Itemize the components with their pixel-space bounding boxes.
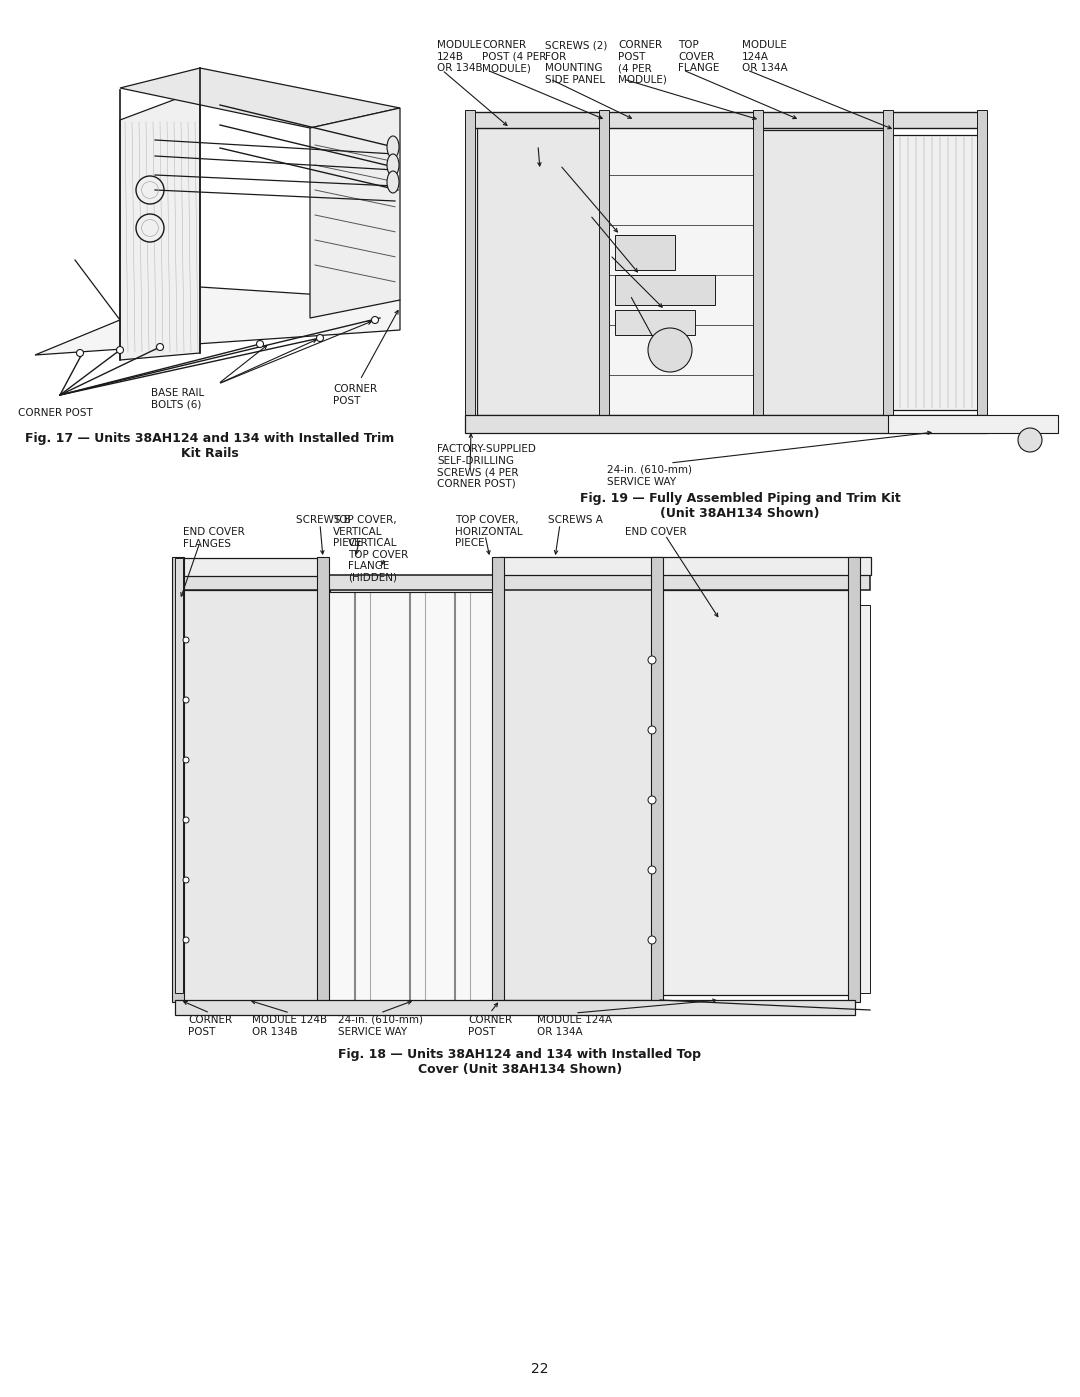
Bar — [855, 605, 870, 993]
Text: FACTORY-SUPPLIED
SELF-DRILLING
SCREWS (4 PER
CORNER POST): FACTORY-SUPPLIED SELF-DRILLING SCREWS (4… — [437, 444, 536, 489]
Bar — [325, 580, 500, 1004]
Circle shape — [183, 757, 189, 763]
Circle shape — [136, 176, 164, 204]
Text: Fig. 19 — Fully Assembled Piping and Trim Kit: Fig. 19 — Fully Assembled Piping and Tri… — [580, 492, 901, 504]
Bar — [753, 110, 762, 416]
Circle shape — [183, 937, 189, 943]
Polygon shape — [310, 108, 400, 319]
Circle shape — [117, 346, 123, 353]
Bar — [477, 124, 607, 415]
Bar — [318, 557, 329, 1002]
Text: CORNER POST: CORNER POST — [18, 408, 93, 418]
Circle shape — [257, 341, 264, 348]
Polygon shape — [35, 286, 400, 355]
Text: BASE RAIL
BOLTS (6): BASE RAIL BOLTS (6) — [151, 388, 204, 409]
Circle shape — [648, 866, 656, 875]
Bar — [499, 557, 870, 576]
Text: END COVER
FLANGES: END COVER FLANGES — [183, 527, 245, 549]
Polygon shape — [120, 68, 400, 129]
Bar — [470, 112, 985, 129]
Text: 22: 22 — [531, 1362, 549, 1376]
Bar — [615, 235, 675, 270]
Text: VERTICAL
TOP COVER
FLANGE
(HIDDEN): VERTICAL TOP COVER FLANGE (HIDDEN) — [348, 538, 408, 583]
Polygon shape — [120, 89, 200, 360]
Bar — [180, 590, 325, 1004]
Circle shape — [183, 697, 189, 703]
Text: SCREWS B: SCREWS B — [296, 515, 351, 525]
Bar — [651, 557, 663, 1002]
Text: 24-in. (610-mm)
SERVICE WAY: 24-in. (610-mm) SERVICE WAY — [337, 1016, 422, 1037]
Text: Cover (Unit 38AH134 Shown): Cover (Unit 38AH134 Shown) — [418, 1063, 622, 1076]
Bar — [599, 110, 609, 416]
Text: CORNER
POST: CORNER POST — [468, 1016, 512, 1037]
Circle shape — [183, 637, 189, 643]
Bar — [892, 136, 982, 409]
Text: MODULE 124B
OR 134B: MODULE 124B OR 134B — [253, 1016, 327, 1037]
Bar — [492, 557, 504, 1002]
Bar — [175, 557, 183, 993]
Text: CORNER
POST
(4 PER
MODULE): CORNER POST (4 PER MODULE) — [618, 41, 666, 85]
Bar — [465, 415, 987, 433]
Circle shape — [648, 726, 656, 733]
Circle shape — [316, 334, 324, 341]
Text: (Unit 38AH134 Shown): (Unit 38AH134 Shown) — [660, 507, 820, 520]
Text: SCREWS (2)
FOR
MOUNTING
SIDE PANEL: SCREWS (2) FOR MOUNTING SIDE PANEL — [545, 41, 607, 85]
Bar — [883, 110, 893, 416]
Text: TOP COVER,
VERTICAL
PIECE: TOP COVER, VERTICAL PIECE — [333, 515, 396, 548]
Circle shape — [648, 328, 692, 372]
Circle shape — [77, 349, 83, 356]
Bar — [175, 576, 870, 590]
Bar — [465, 110, 475, 416]
Ellipse shape — [387, 154, 399, 176]
Ellipse shape — [387, 170, 399, 193]
Bar — [330, 580, 495, 592]
Circle shape — [157, 344, 163, 351]
Circle shape — [136, 214, 164, 242]
Circle shape — [648, 796, 656, 805]
Bar — [977, 110, 987, 416]
Bar — [178, 557, 326, 576]
Bar — [660, 590, 855, 995]
Circle shape — [372, 317, 378, 324]
Bar — [175, 1000, 855, 1016]
Text: CORNER
POST: CORNER POST — [333, 384, 377, 405]
Text: TOP
COVER
FLANGE: TOP COVER FLANGE — [678, 41, 719, 73]
Bar — [615, 275, 715, 305]
Bar — [762, 130, 892, 415]
Text: CORNER
POST (4 PER
MODULE): CORNER POST (4 PER MODULE) — [482, 41, 546, 73]
Ellipse shape — [387, 136, 399, 158]
Text: Fig. 17 — Units 38AH124 and 134 with Installed Trim: Fig. 17 — Units 38AH124 and 134 with Ins… — [25, 432, 394, 446]
Circle shape — [1018, 427, 1042, 453]
Circle shape — [648, 657, 656, 664]
Text: Fig. 18 — Units 38AH124 and 134 with Installed Top: Fig. 18 — Units 38AH124 and 134 with Ins… — [338, 1048, 702, 1060]
Text: MODULE 124A
OR 134A: MODULE 124A OR 134A — [538, 1016, 612, 1037]
Circle shape — [648, 936, 656, 944]
Bar — [172, 557, 184, 1002]
Text: END COVER: END COVER — [625, 527, 687, 536]
Bar — [848, 557, 860, 1002]
Bar — [500, 585, 660, 1000]
Text: TOP COVER,
HORIZONTAL
PIECE: TOP COVER, HORIZONTAL PIECE — [455, 515, 523, 548]
Text: SCREWS A: SCREWS A — [548, 515, 603, 525]
Text: MODULE
124B
OR 134B: MODULE 124B OR 134B — [437, 41, 483, 73]
Circle shape — [183, 877, 189, 883]
Bar — [615, 310, 696, 335]
Text: CORNER
POST: CORNER POST — [188, 1016, 232, 1037]
Bar — [607, 115, 762, 415]
Text: MODULE
124A
OR 134A: MODULE 124A OR 134A — [742, 41, 787, 73]
Bar — [888, 415, 1058, 433]
Circle shape — [183, 817, 189, 823]
Text: Kit Rails: Kit Rails — [181, 447, 239, 460]
Text: 24-in. (610-mm)
SERVICE WAY: 24-in. (610-mm) SERVICE WAY — [607, 465, 692, 486]
